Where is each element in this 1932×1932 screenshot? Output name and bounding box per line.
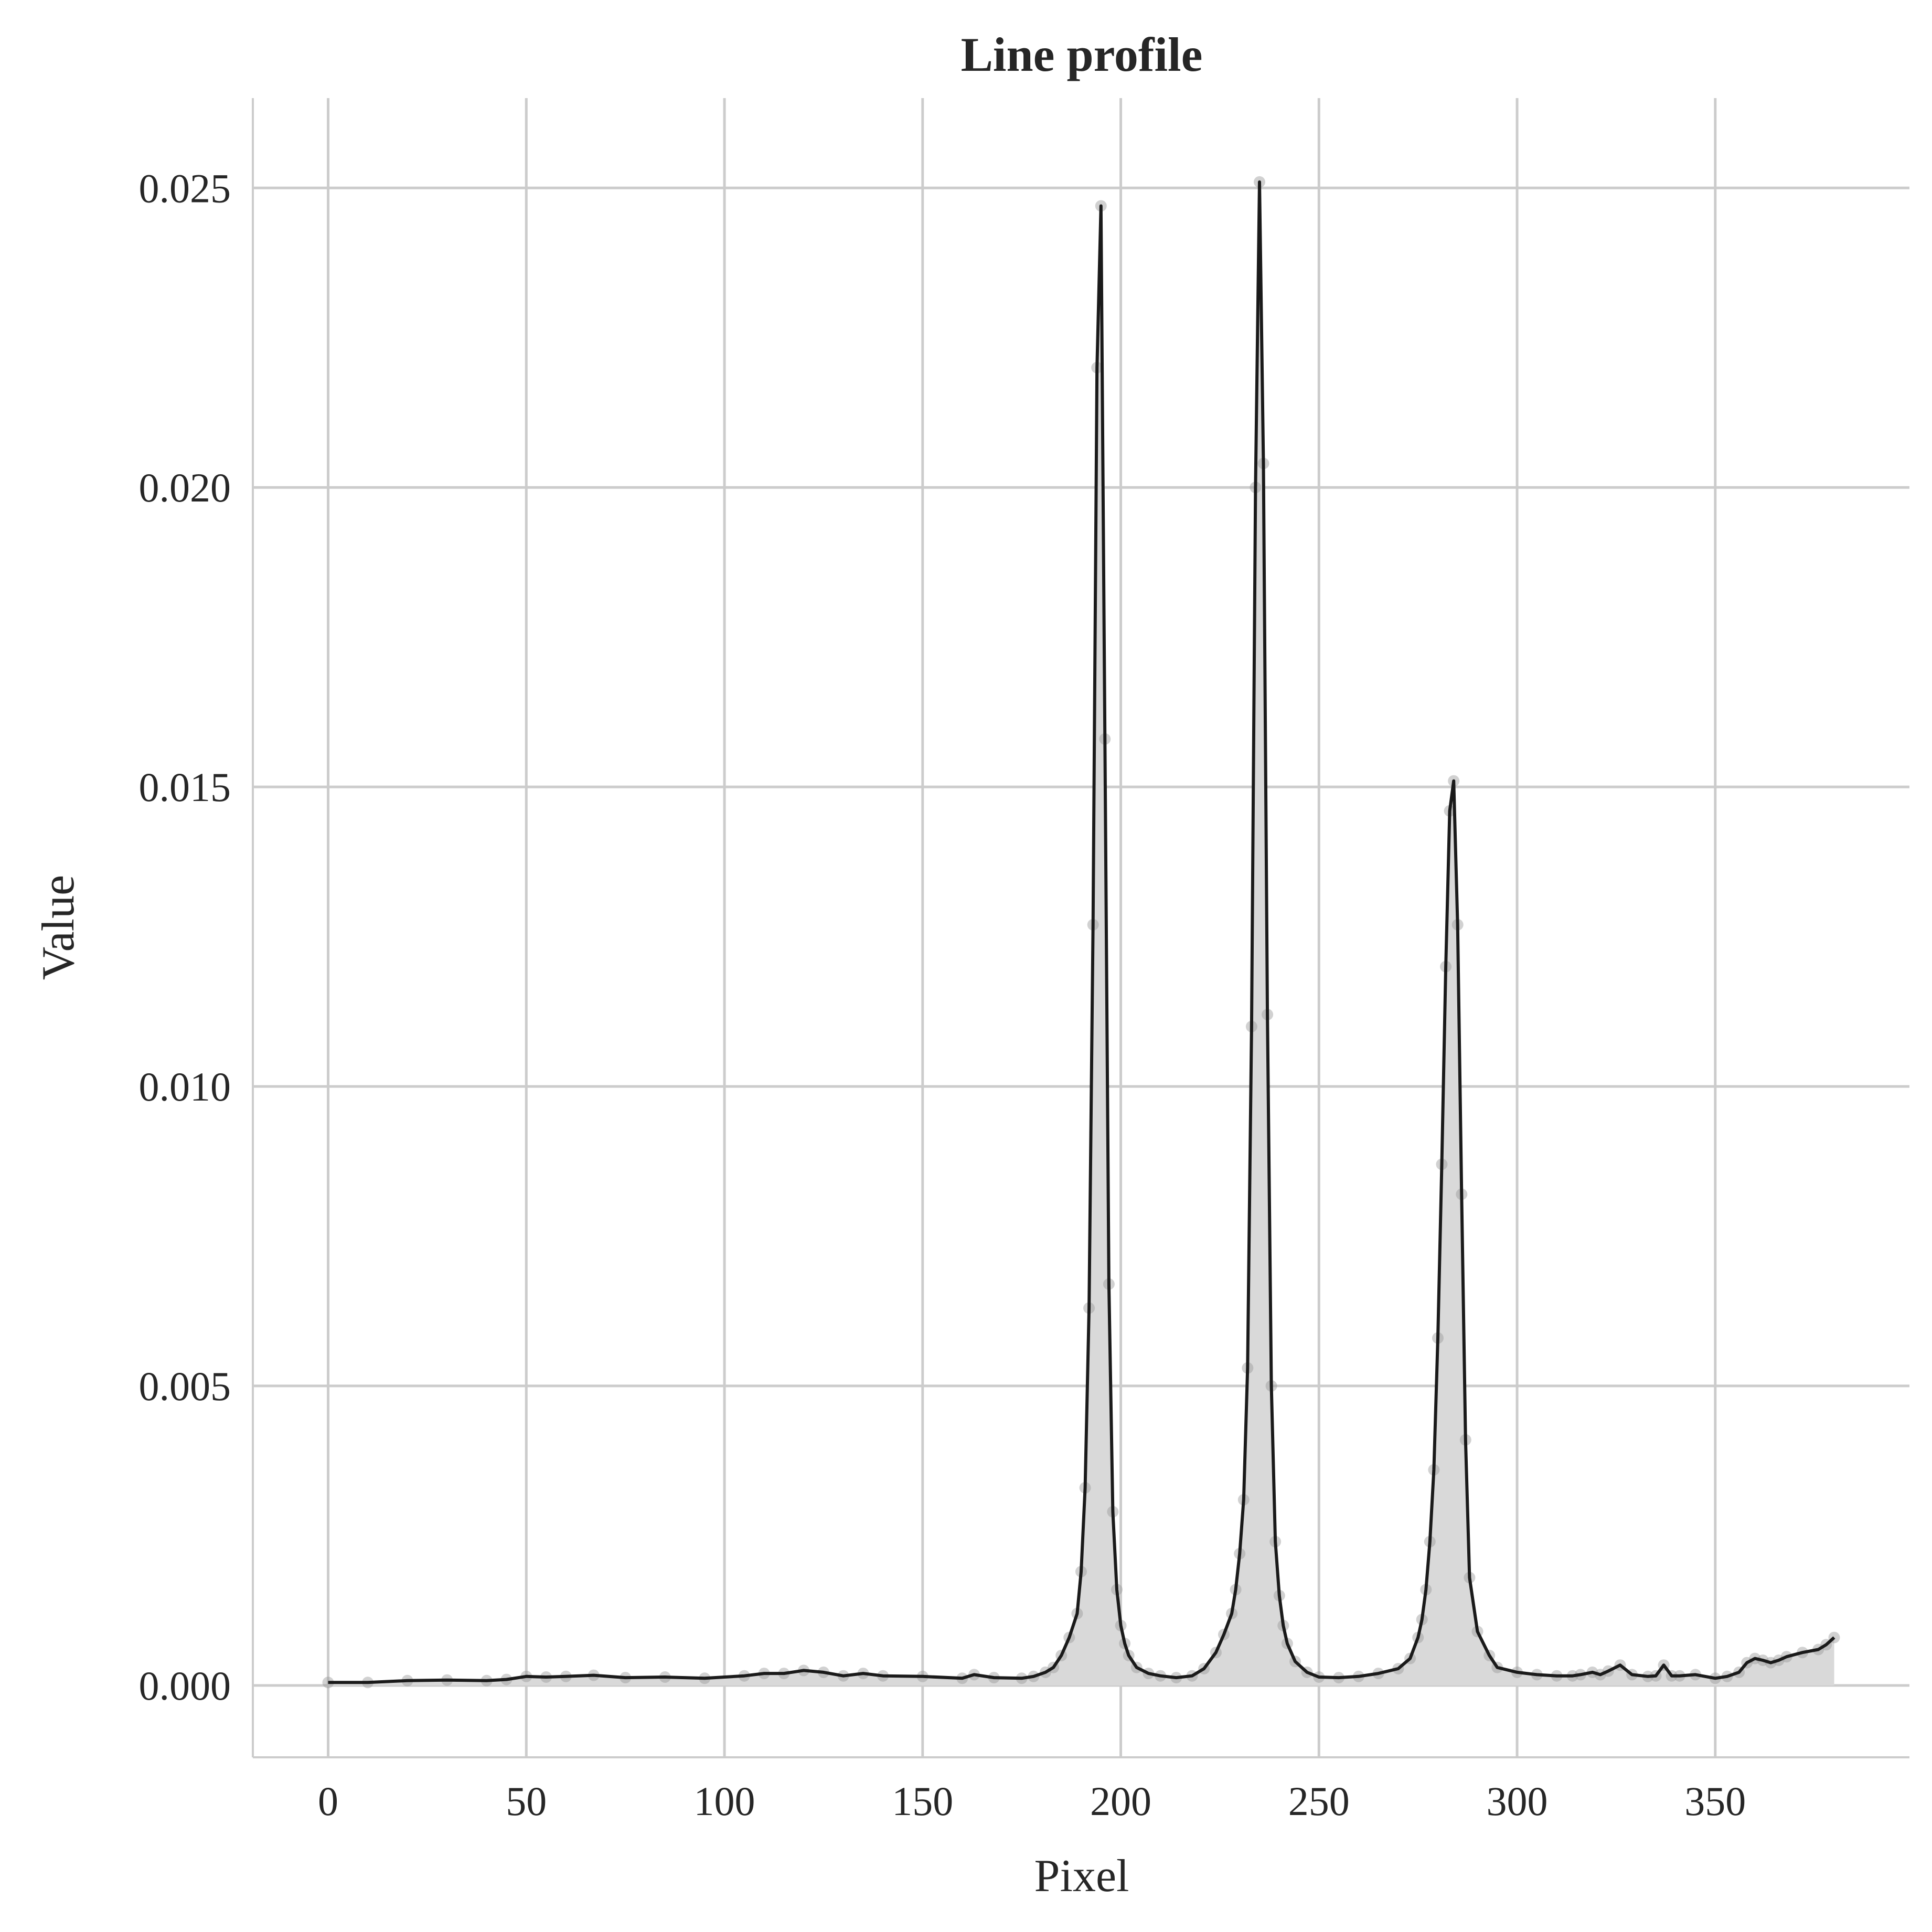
- series-line: [328, 180, 1835, 1684]
- y-tick-label-3: 0.015: [139, 764, 231, 810]
- series-markers: [322, 176, 1840, 1689]
- y-tick-labels: 0.000 0.005 0.010 0.015 0.020 0.025: [139, 165, 231, 1709]
- x-gridlines: [327, 98, 1717, 1757]
- x-tick-label-2: 100: [694, 1778, 755, 1824]
- x-tick-label-4: 200: [1090, 1778, 1151, 1824]
- x-tick-labels: 0 50 100 150 200 250 300 350: [318, 1778, 1746, 1824]
- y-tick-label-0: 0.000: [139, 1663, 231, 1709]
- y-tick-label-2: 0.010: [139, 1064, 231, 1109]
- chart-title: Line profile: [961, 28, 1203, 81]
- x-axis-title: Pixel: [1034, 1851, 1129, 1902]
- x-tick-label-0: 0: [318, 1778, 338, 1824]
- axis-spines: [252, 98, 1909, 1758]
- x-tick-label-6: 300: [1487, 1778, 1548, 1824]
- y-tick-label-4: 0.020: [139, 465, 231, 510]
- y-tick-label-5: 0.025: [139, 165, 231, 211]
- x-tick-label-7: 350: [1684, 1778, 1746, 1824]
- y-axis-title: Value: [33, 875, 84, 980]
- x-tick-label-5: 250: [1288, 1778, 1350, 1824]
- x-tick-label-1: 50: [506, 1778, 547, 1824]
- series-fill-area: [328, 182, 1834, 1686]
- y-gridlines: [253, 186, 1909, 1687]
- y-tick-label-1: 0.005: [139, 1363, 231, 1409]
- x-tick-label-3: 150: [892, 1778, 953, 1824]
